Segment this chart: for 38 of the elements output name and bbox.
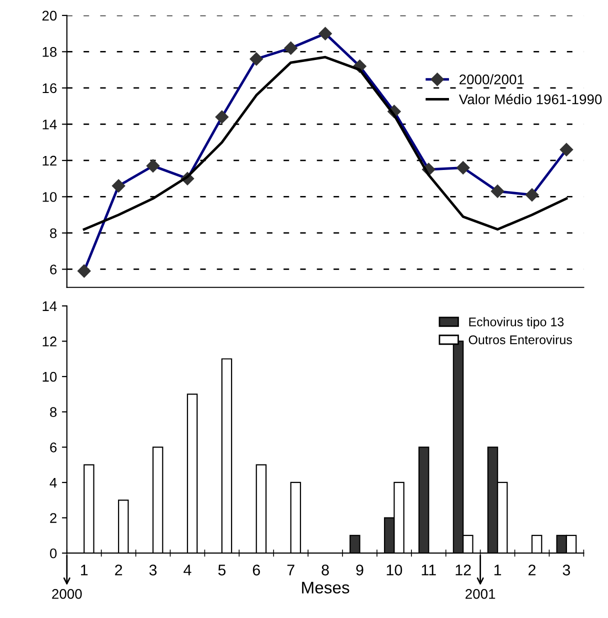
x-tick-label: 1 xyxy=(494,564,502,576)
x-tick-label: 9 xyxy=(356,564,364,576)
y-tick-label: 10 xyxy=(42,372,57,382)
y-tick-label: 0 xyxy=(50,548,57,558)
text: 2000 xyxy=(52,589,82,599)
x-tick-label: 10 xyxy=(386,564,402,576)
y-tick-label: 8 xyxy=(50,228,57,238)
x-axis-title: Meses xyxy=(302,582,350,594)
y-tick-label: 10 xyxy=(42,192,57,202)
x-tick-label: 3 xyxy=(562,564,570,576)
y-tick-label: 4 xyxy=(50,478,57,488)
y-tick-label: 14 xyxy=(42,301,57,311)
legend-label: Echovirus tipo 13 xyxy=(469,317,564,329)
x-tick-label: 8 xyxy=(322,564,329,576)
x-tick-label: 12 xyxy=(456,564,471,576)
y-tick-label: 8 xyxy=(50,407,57,418)
legend-label: Outros Enterovirus xyxy=(468,335,572,344)
legend-label: Valor Médio 1961-1990 xyxy=(458,94,602,104)
y-tick-label: 6 xyxy=(50,264,57,274)
legend-label: 2000/2001 xyxy=(460,74,524,84)
y-tick-label: 6 xyxy=(50,442,57,452)
x-tick-label: 3 xyxy=(149,564,157,576)
x-tick-label: 5 xyxy=(218,564,226,576)
x-tick-label: 4 xyxy=(184,564,192,576)
y-tick-label: 18 xyxy=(42,47,57,57)
y-tick-label: 12 xyxy=(42,156,56,166)
text: 2001 xyxy=(466,589,496,599)
y-tick-label: 2 xyxy=(50,513,56,523)
y-tick-label: 14 xyxy=(42,120,57,130)
x-tick-label: 2 xyxy=(528,564,536,576)
x-tick-label: 2 xyxy=(115,564,122,576)
y-tick-label: 12 xyxy=(42,336,56,346)
x-tick-label: 11 xyxy=(422,564,436,576)
y-tick-label: 20 xyxy=(42,10,57,21)
y-tick-label: 16 xyxy=(42,83,57,94)
x-tick-label: 7 xyxy=(287,564,294,576)
x-tick-label: 1 xyxy=(81,564,88,576)
x-tick-label: 6 xyxy=(252,564,260,576)
